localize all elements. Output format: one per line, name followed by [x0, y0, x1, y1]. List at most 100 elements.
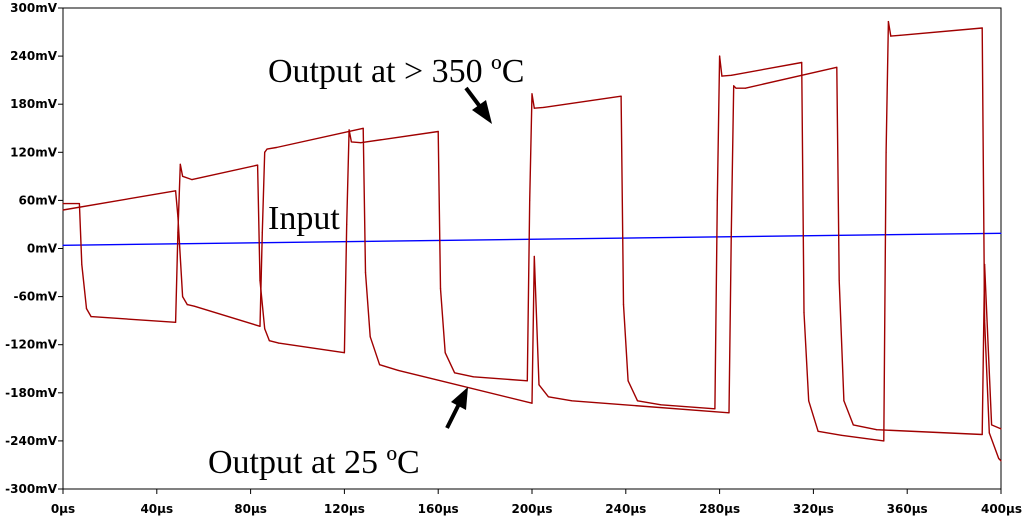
data-point	[268, 340, 270, 342]
data-point	[533, 255, 535, 258]
data-point	[531, 402, 533, 404]
y-tick-label: -60mV	[14, 290, 58, 304]
x-axis: 0µs 40µs 80µs 120µs 160µs 200µs 240µs 280µs 320µ…	[51, 489, 1022, 516]
series-0	[62, 232, 1002, 246]
arrow-to-room-temp-output	[445, 387, 468, 429]
data-point	[719, 55, 721, 57]
data-point	[735, 87, 737, 89]
data-point	[275, 146, 277, 149]
data-point	[90, 316, 92, 318]
data-point	[887, 21, 890, 23]
data-point	[636, 400, 639, 402]
data-point	[543, 106, 545, 108]
data-point	[899, 34, 901, 36]
data-point	[660, 404, 662, 406]
data-point	[744, 87, 747, 89]
data-point	[803, 312, 805, 314]
data-point	[350, 141, 352, 143]
data-point	[62, 244, 64, 246]
data-point	[444, 352, 446, 354]
data-point	[836, 66, 838, 68]
series-line-0	[62, 232, 1002, 246]
data-point	[62, 203, 64, 205]
data-point	[728, 412, 730, 414]
data-point	[439, 288, 442, 290]
data-point	[547, 396, 550, 398]
y-tick-label: -120mV	[5, 338, 58, 352]
x-tick-label: 360µs	[887, 502, 928, 516]
data-point	[177, 215, 179, 217]
data-point	[264, 151, 266, 153]
data-point	[733, 85, 735, 87]
data-point	[533, 107, 535, 109]
x-tick-label: 80µs	[234, 502, 267, 516]
data-point	[379, 364, 381, 366]
annotation-input: Input	[268, 200, 340, 237]
data-point	[622, 304, 625, 306]
data-point	[801, 61, 803, 64]
data-point	[716, 199, 718, 201]
y-tick-label: -240mV	[5, 434, 58, 448]
data-point	[840, 434, 843, 436]
y-tick-label: 120mV	[10, 145, 58, 159]
data-point	[876, 429, 878, 431]
data-point	[981, 433, 983, 436]
data-point	[397, 369, 399, 371]
data-point	[364, 272, 367, 274]
x-tick-label: 120µs	[324, 502, 365, 516]
data-point	[817, 430, 819, 432]
data-point	[348, 129, 350, 131]
data-point	[571, 400, 573, 402]
data-point	[1000, 460, 1002, 462]
data-point	[182, 296, 184, 298]
data-point	[346, 223, 348, 226]
annotation-output-room-temp: Output at 25 ºC	[208, 444, 420, 481]
data-point	[264, 328, 266, 330]
data-point	[843, 400, 845, 402]
data-point	[885, 151, 887, 153]
data-point	[175, 190, 177, 192]
data-point	[620, 95, 622, 97]
x-tick-label: 280µs	[699, 502, 740, 516]
data-point	[730, 231, 732, 234]
data-point	[627, 380, 629, 382]
y-tick-label: 60mV	[19, 193, 58, 207]
y-tick-label: 180mV	[10, 97, 58, 111]
data-point	[526, 380, 528, 382]
x-tick-label: 200µs	[511, 502, 552, 516]
plot-frame	[62, 7, 1002, 490]
data-point	[838, 280, 840, 282]
arrow-to-high-temp-output	[464, 86, 492, 124]
y-tick-label: 0mV	[27, 242, 58, 256]
x-tick-label: 400µs	[981, 502, 1022, 516]
data-point	[182, 175, 184, 177]
annotation-output-high-temp: Output at > 350 ºC	[268, 53, 524, 90]
data-point	[81, 263, 83, 266]
data-point	[730, 74, 732, 76]
data-point	[362, 127, 364, 129]
data-point	[883, 440, 885, 442]
y-tick-label: 300mV	[10, 1, 58, 15]
x-tick-label: 160µs	[418, 502, 459, 516]
x-tick-label: 0µs	[51, 502, 75, 516]
data-point	[261, 231, 263, 234]
data-point	[257, 164, 259, 166]
data-point	[343, 352, 345, 354]
data-point	[437, 130, 439, 133]
data-point	[890, 35, 892, 37]
data-point	[1000, 232, 1002, 234]
x-tick-label: 240µs	[605, 502, 646, 516]
data-point	[1000, 428, 1002, 430]
data-point	[472, 376, 474, 378]
data-point	[852, 424, 854, 426]
data-point	[266, 148, 268, 150]
data-point	[193, 305, 195, 307]
data-point	[988, 432, 990, 434]
data-point	[981, 27, 983, 29]
data-point	[529, 199, 531, 201]
data-point	[85, 308, 88, 310]
series-2	[62, 66, 1002, 436]
series-layer	[62, 20, 1002, 462]
data-point	[191, 179, 193, 181]
